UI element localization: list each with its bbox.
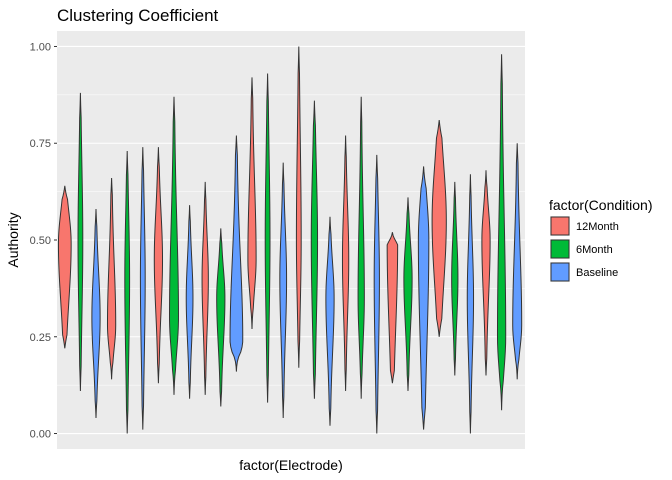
violin-12month-7 bbox=[153, 147, 164, 384]
legend-title: factor(Condition) bbox=[549, 197, 653, 213]
legend-label-12month: 12Month bbox=[576, 221, 619, 233]
violin-12month-4 bbox=[106, 178, 117, 380]
violin-6month-23 bbox=[403, 197, 413, 391]
violin-12month-1 bbox=[57, 185, 72, 349]
y-tick-label: 0.25 bbox=[30, 332, 51, 344]
legend-label-6month: 6Month bbox=[576, 244, 613, 256]
y-axis-title: Authority bbox=[5, 212, 21, 267]
violin-12month-10 bbox=[201, 181, 209, 395]
violin-baseline-24 bbox=[417, 166, 430, 430]
violin-6month-14 bbox=[264, 73, 271, 403]
violin-6month-17 bbox=[310, 100, 319, 399]
violin-6month-20 bbox=[357, 96, 365, 399]
chart-title: Clustering Coefficient bbox=[57, 6, 219, 25]
violin-12month-13 bbox=[247, 77, 257, 330]
violin-12month-19 bbox=[341, 135, 350, 391]
violin-baseline-12 bbox=[229, 135, 244, 372]
y-tick-label: 0.75 bbox=[30, 138, 51, 150]
violins bbox=[57, 46, 523, 434]
violin-6month-2 bbox=[77, 92, 84, 391]
violin-baseline-3 bbox=[91, 209, 101, 419]
violin-12month-16 bbox=[295, 46, 302, 368]
y-tick-label: 0.50 bbox=[30, 235, 51, 247]
violin-12month-28 bbox=[481, 170, 491, 376]
legend-swatch-baseline bbox=[550, 262, 570, 282]
legend: factor(Condition) 12Month 6Month Baseline bbox=[549, 197, 653, 282]
violin-6month-5 bbox=[124, 150, 131, 434]
violin-baseline-27 bbox=[466, 174, 475, 434]
y-tick-label: 0.00 bbox=[30, 429, 51, 441]
violin-baseline-21 bbox=[373, 154, 380, 434]
violin-baseline-6 bbox=[139, 147, 146, 430]
legend-label-baseline: Baseline bbox=[576, 267, 618, 279]
violin-12month-25 bbox=[431, 119, 447, 337]
violin-6month-26 bbox=[451, 181, 459, 376]
violin-baseline-9 bbox=[185, 205, 194, 399]
violin-baseline-15 bbox=[279, 162, 288, 419]
gridlines bbox=[57, 45, 525, 435]
violin-6month-29 bbox=[496, 54, 507, 411]
violin-baseline-18 bbox=[325, 216, 335, 426]
x-axis-title: factor(Electrode) bbox=[239, 457, 342, 473]
violin-6month-8 bbox=[169, 96, 179, 395]
y-tick-label: 1.00 bbox=[30, 41, 51, 53]
violin-6month-11 bbox=[216, 228, 226, 407]
violin-baseline-30 bbox=[512, 143, 523, 380]
y-axis: 0.00 0.25 0.50 0.75 1.00 bbox=[30, 41, 57, 441]
violin-12month-22 bbox=[386, 232, 399, 384]
legend-swatch-12month bbox=[550, 216, 570, 236]
legend-swatch-6month bbox=[550, 239, 570, 259]
